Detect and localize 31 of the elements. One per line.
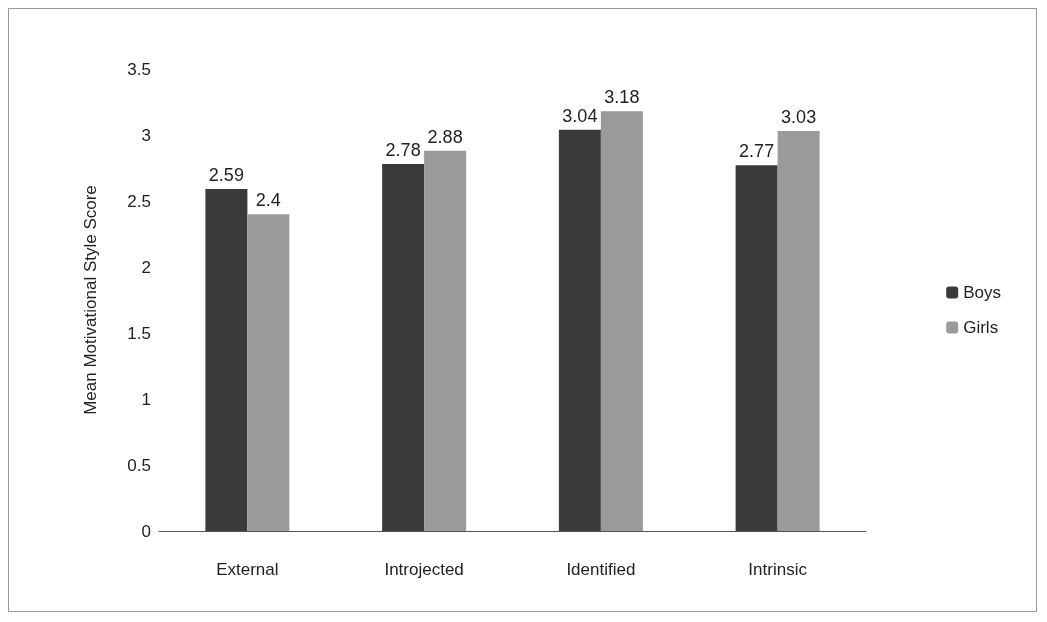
y-axis-title: Mean Motivational Style Score	[81, 185, 100, 415]
x-tick-label: Intrinsic	[748, 560, 808, 579]
bar	[247, 214, 290, 531]
y-tick-label: 2	[141, 257, 151, 277]
x-tick-label: Identified	[566, 560, 636, 579]
y-tick-label: 1	[141, 389, 151, 409]
data-label: 2.4	[255, 190, 281, 211]
bar	[777, 131, 820, 531]
bar	[205, 189, 248, 531]
y-tick-label: 1.5	[127, 323, 151, 343]
data-label: 3.03	[781, 107, 817, 128]
data-label: 2.77	[739, 141, 775, 162]
legend-label: Girls	[963, 318, 999, 337]
bar	[558, 129, 601, 531]
data-label: 2.88	[427, 126, 463, 147]
bar	[735, 165, 778, 531]
y-tick-label: 0.5	[127, 455, 151, 475]
y-tick-label: 0	[141, 521, 151, 541]
x-tick-label: External	[216, 560, 279, 579]
bar	[600, 111, 643, 531]
y-tick-label: 3	[141, 125, 151, 145]
x-tick-label: Introjected	[384, 560, 464, 579]
y-tick-label: 3.5	[127, 59, 151, 79]
data-label: 2.59	[208, 165, 244, 186]
data-label: 3.04	[562, 105, 598, 126]
bar	[382, 164, 425, 531]
bar	[424, 150, 467, 531]
y-tick-label: 2.5	[127, 191, 151, 211]
legend-label: Boys	[963, 283, 1001, 302]
data-label: 2.78	[385, 140, 421, 161]
data-label: 3.18	[604, 87, 640, 108]
